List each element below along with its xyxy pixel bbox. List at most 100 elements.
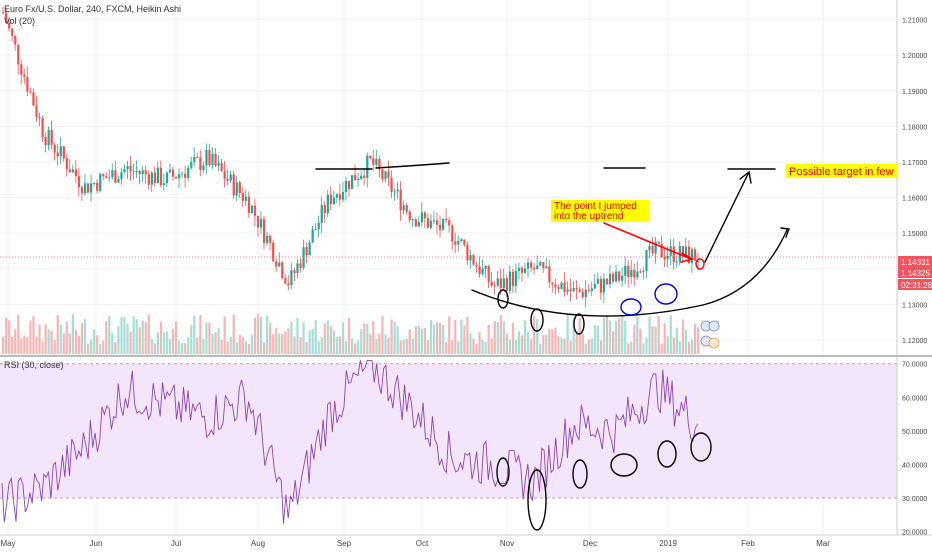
volume-bar — [363, 323, 366, 354]
candle-body — [53, 144, 56, 153]
low-circle-4[interactable] — [620, 298, 642, 316]
volume-bar — [618, 318, 621, 354]
volume-bar — [178, 340, 181, 354]
countdown-badge-text: 02:31:28 — [901, 281, 932, 290]
candle-body — [578, 289, 581, 292]
candle-body — [83, 183, 87, 194]
rsi-circle-4[interactable] — [610, 453, 638, 477]
volume-bar — [493, 321, 496, 354]
volume-bar — [320, 337, 323, 354]
target-arrowhead — [739, 170, 752, 184]
candle-body — [250, 205, 254, 213]
rsi-circle-6[interactable] — [690, 432, 712, 462]
volume-bar — [141, 320, 144, 354]
volume-bar — [445, 342, 448, 354]
volume-bar — [402, 339, 405, 354]
rsi-circle-3[interactable] — [572, 459, 588, 489]
time-axis[interactable]: May Jun Jul Aug Sep Oct Nov Dec 2019 Feb Mar — [0, 539, 830, 548]
target-arrow-line[interactable] — [704, 173, 749, 263]
volume-bar — [624, 320, 627, 354]
candle-body — [520, 267, 524, 273]
low-circle-1[interactable] — [497, 289, 509, 309]
rsi-tick-label: 40.0000 — [902, 462, 927, 469]
rsi-legend[interactable]: RSI (30, close) — [4, 360, 64, 370]
candle-body — [363, 175, 366, 178]
volume-legend[interactable]: Vol (20) — [4, 16, 35, 26]
resistance-line-2[interactable] — [375, 162, 450, 169]
candle-body — [354, 175, 357, 181]
rsi-circle-5[interactable] — [657, 440, 677, 468]
volume-bar — [514, 339, 518, 354]
entry-circle[interactable] — [695, 258, 705, 270]
volume-bar — [168, 339, 172, 354]
volume-bar — [681, 319, 685, 354]
candle-body — [514, 271, 518, 286]
rsi-circle-2[interactable] — [527, 469, 547, 531]
volume-bar — [590, 338, 593, 354]
candle-body — [684, 246, 688, 257]
low-circle-5[interactable] — [654, 283, 678, 305]
volume-bar — [105, 321, 108, 354]
candle-body — [41, 118, 44, 138]
candle-body — [557, 287, 560, 290]
candle-body — [487, 265, 490, 282]
event-icons[interactable] — [700, 320, 720, 349]
symbol-legend[interactable]: Euro Fx/U.S. Dollar, 240, FXCM, Heikin A… — [4, 4, 181, 14]
candle-body — [472, 255, 475, 265]
volume-bar — [696, 327, 700, 354]
candle-body — [445, 218, 448, 221]
candle-body — [238, 182, 241, 193]
price-tick-label: 1.18000 — [902, 124, 927, 131]
volume-bar — [278, 333, 281, 354]
volume-bar — [475, 343, 478, 354]
candle-body — [314, 229, 317, 231]
volume-bar — [156, 332, 160, 354]
price-axis[interactable]: 1.21000 1.20000 1.19000 1.18000 1.17000 1.160… — [902, 18, 927, 345]
volume-bar — [360, 329, 363, 354]
candle-body — [690, 249, 694, 264]
volume-bar — [384, 334, 387, 354]
volume-bar — [663, 323, 666, 354]
entry-arrow-line[interactable] — [603, 222, 692, 260]
candle-body — [457, 241, 460, 245]
candle-body — [693, 249, 697, 261]
event-icon-4[interactable] — [708, 337, 720, 349]
volume-bar — [293, 336, 296, 354]
low-circle-3[interactable] — [573, 313, 585, 335]
candle-body — [508, 271, 512, 291]
candle-body — [205, 150, 208, 166]
candle-body — [111, 170, 114, 178]
volume-bar — [642, 343, 645, 354]
low-circle-2[interactable] — [530, 308, 544, 332]
rsi-axis[interactable]: 70.0000 60.0000 50.0000 40.0000 30.0000 20.00… — [902, 362, 927, 537]
candle-body — [539, 262, 542, 266]
price-pane[interactable] — [0, 0, 897, 355]
volume-bar — [181, 343, 184, 354]
volume-bar — [2, 336, 5, 354]
candle-body — [211, 153, 214, 166]
volume-bar — [499, 314, 502, 354]
candle-body — [636, 271, 639, 278]
rounding-bottom-curve[interactable] — [471, 229, 788, 317]
volume-bar — [266, 315, 269, 354]
rsi-circle-1[interactable] — [496, 457, 510, 487]
volume-bar — [347, 317, 351, 354]
event-icon-2[interactable] — [708, 320, 720, 332]
volume-bar — [466, 316, 469, 354]
volume-bar — [454, 319, 457, 354]
candle-body — [633, 269, 636, 278]
last-price-badge-text: 1.14331 — [901, 258, 930, 267]
candle-body — [417, 222, 420, 227]
candle-body — [639, 271, 642, 273]
candle-body — [660, 243, 663, 258]
volume-bar — [138, 327, 141, 354]
volume-bar — [354, 343, 357, 354]
candle-body — [96, 182, 99, 191]
volume-bar — [132, 316, 135, 354]
candle-body — [605, 278, 609, 285]
candle-body — [308, 242, 311, 256]
last-price-badge — [898, 256, 932, 267]
candle-body — [551, 282, 554, 285]
volume-bar — [645, 337, 648, 354]
